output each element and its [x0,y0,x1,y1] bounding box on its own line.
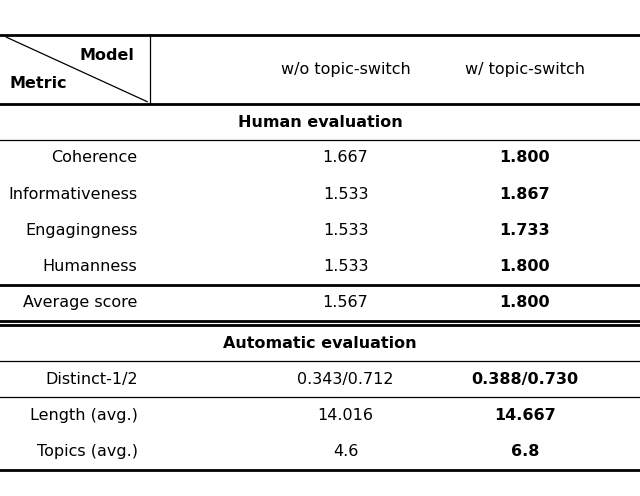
Text: Distinct-1/2: Distinct-1/2 [45,372,138,387]
Text: 1.667: 1.667 [323,150,369,166]
Text: Humanness: Humanness [43,259,138,274]
Text: 1.800: 1.800 [499,150,550,166]
Text: Automatic evaluation: Automatic evaluation [223,336,417,351]
Text: 1.800: 1.800 [499,295,550,310]
Text: 1.533: 1.533 [323,186,369,202]
Text: 0.343/0.712: 0.343/0.712 [298,372,394,387]
Text: w/ topic-switch: w/ topic-switch [465,62,585,77]
Text: Average score: Average score [23,295,138,310]
Text: 1.567: 1.567 [323,295,369,310]
Text: 1.533: 1.533 [323,223,369,238]
Text: 14.016: 14.016 [317,408,374,423]
Text: Length (avg.): Length (avg.) [29,408,138,423]
Text: 0.388/0.730: 0.388/0.730 [471,372,579,387]
Text: 1.533: 1.533 [323,259,369,274]
Text: 6.8: 6.8 [511,444,539,459]
Text: 1.733: 1.733 [499,223,550,238]
Text: Informativeness: Informativeness [8,186,138,202]
Text: w/o topic-switch: w/o topic-switch [281,62,410,77]
Text: Model: Model [79,48,134,63]
Text: 1.800: 1.800 [499,259,550,274]
Text: 4.6: 4.6 [333,444,358,459]
Text: Topics (avg.): Topics (avg.) [36,444,138,459]
Text: 14.667: 14.667 [494,408,556,423]
Text: Human evaluation: Human evaluation [237,115,403,129]
Text: Engagingness: Engagingness [25,223,138,238]
Text: 1.867: 1.867 [499,186,550,202]
Text: Metric: Metric [10,76,67,91]
Text: Coherence: Coherence [51,150,138,166]
